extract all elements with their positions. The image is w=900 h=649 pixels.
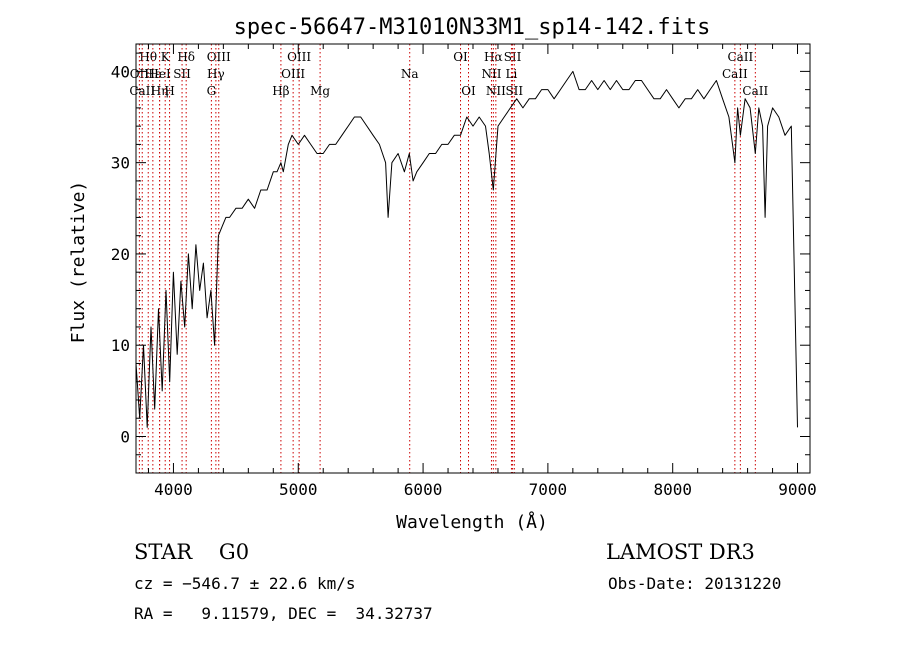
x-tick-label: 5000 — [279, 480, 318, 499]
line-marker-label: Na — [401, 67, 419, 81]
line-marker-label: OI — [461, 84, 476, 98]
line-marker-label: G — [207, 84, 217, 98]
line-marker-label: SII — [173, 67, 191, 81]
line-marker-label: Mg — [310, 84, 330, 98]
line-marker-label: OIII — [207, 50, 231, 64]
spectrum-series — [135, 70, 798, 428]
line-marker-label: Li — [506, 67, 518, 81]
line-marker-label: CaII — [742, 84, 768, 98]
redshift-readout: cz = −546.7 ± 22.6 km/s — [134, 574, 356, 593]
plot-frame — [135, 43, 811, 474]
line-marker-label: CaII — [727, 50, 753, 64]
line-marker-label: Hγ — [207, 67, 225, 81]
x-tick-label: 4000 — [154, 480, 193, 499]
line-marker-label: OI — [453, 50, 468, 64]
line-marker-label: H — [164, 84, 174, 98]
line-marker-label: Hα — [484, 50, 503, 64]
line-marker-label: Hβ — [272, 84, 289, 98]
x-axis-label: Wavelength (Å) — [396, 511, 548, 533]
line-marker-label: OIII — [281, 67, 305, 81]
coordinates-readout: RA = 9.11579, DEC = 34.32737 — [134, 604, 433, 623]
spectrum-line — [135, 70, 798, 428]
survey-name: LAMOST DR3 — [606, 540, 755, 564]
y-tick-label: 20 — [111, 245, 130, 264]
x-tick-label: 8000 — [653, 480, 692, 499]
y-tick-label: 30 — [111, 154, 130, 173]
y-tick-label: 0 — [120, 427, 130, 446]
line-marker-label: Hδ — [177, 50, 195, 64]
obs-date: Obs-Date: 20131220 — [608, 574, 782, 593]
line-marker-label: HeI — [148, 67, 171, 81]
line-marker-label: OII — [130, 67, 150, 81]
line-marker-label: Hη — [151, 84, 169, 98]
y-tick-label: 40 — [111, 62, 130, 81]
line-marker-label: Hε — [145, 67, 162, 81]
y-axis-label: Flux (relative) — [68, 181, 89, 344]
line-marker-label: OIII — [287, 50, 311, 64]
line-marker-label: SII — [505, 84, 523, 98]
line-marker-label: SII — [504, 50, 522, 64]
x-tick-label: 9000 — [778, 480, 817, 499]
chart-title: spec-56647-M31010N33M1_sp14-142.fits — [234, 15, 711, 40]
line-marker-label: CaII — [722, 67, 748, 81]
line-marker-label: NII — [486, 84, 506, 98]
line-marker-label: K — [161, 50, 171, 64]
object-class: STAR G0 — [134, 540, 250, 564]
y-tick-label: 10 — [111, 336, 130, 355]
x-tick-label: 6000 — [404, 480, 443, 499]
plot-axes: 4000 5000 6000 7000 8000 9000 0 10 20 30 40 — [111, 43, 817, 499]
line-marker-label: NII — [481, 67, 501, 81]
x-tick-label: 7000 — [529, 480, 568, 499]
